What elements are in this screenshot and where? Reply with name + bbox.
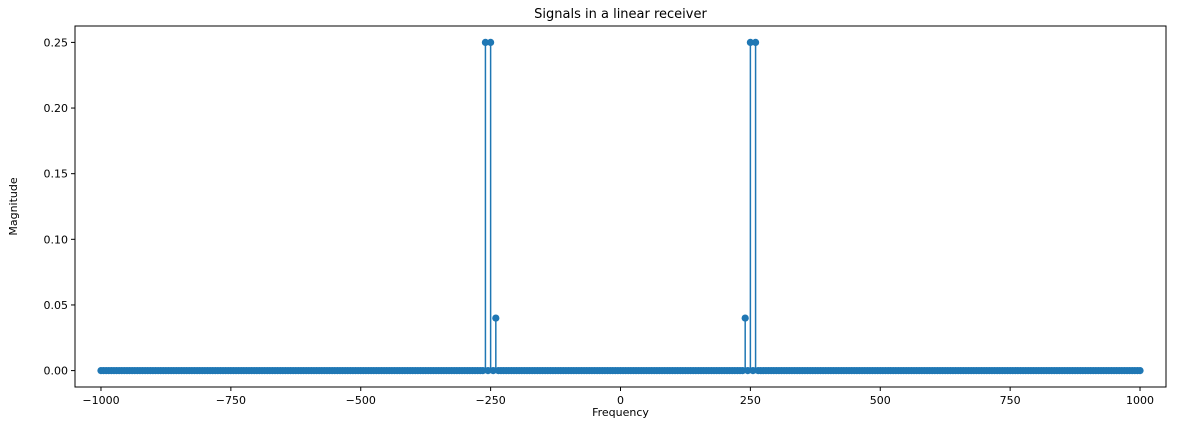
axes-frame [74, 25, 1167, 388]
data-point [746, 38, 754, 47]
x-tick-label: −1000 [82, 394, 119, 407]
x-axis-label: Frequency [592, 406, 649, 419]
data-point [487, 38, 495, 47]
x-tick-label: 250 [740, 394, 761, 407]
data-point [749, 366, 757, 375]
y-tick-label: 0.10 [44, 233, 69, 246]
x-tick-label: −500 [346, 394, 376, 407]
y-axis-label: Magnitude [7, 177, 20, 236]
y-tick-label: 0.00 [44, 365, 69, 378]
data-point [744, 366, 752, 375]
plot-frame [74, 25, 1167, 388]
data-point [484, 366, 492, 375]
x-axis-ticks: −1000 −750 −500 −250 0 250 500 750 1000 [82, 387, 1154, 407]
y-tick-label: 0.25 [44, 36, 69, 49]
x-tick-label: −750 [216, 394, 246, 407]
x-tick-label: 1000 [1126, 394, 1154, 407]
y-axis-ticks: 0.00 0.05 0.10 0.15 0.20 0.25 [44, 36, 75, 378]
chart-title: Signals in a linear receiver [534, 7, 707, 22]
data-point [489, 366, 497, 375]
data-point [738, 366, 747, 375]
x-tick-label: 0 [617, 394, 624, 407]
y-tick-label: 0.05 [44, 299, 69, 312]
x-tick-label: 500 [870, 394, 891, 407]
y-tick-label: 0.15 [44, 168, 69, 181]
data-point [741, 314, 749, 322]
x-tick-label: −250 [476, 394, 506, 407]
markers-layer [97, 38, 1144, 375]
data-point [492, 314, 500, 322]
data-point [1136, 366, 1144, 375]
stems-layer [484, 42, 757, 371]
data-point [479, 366, 487, 375]
data-point [481, 38, 490, 47]
y-tick-label: 0.20 [44, 102, 69, 115]
data-point [751, 38, 760, 47]
x-tick-label: 750 [1000, 394, 1021, 407]
